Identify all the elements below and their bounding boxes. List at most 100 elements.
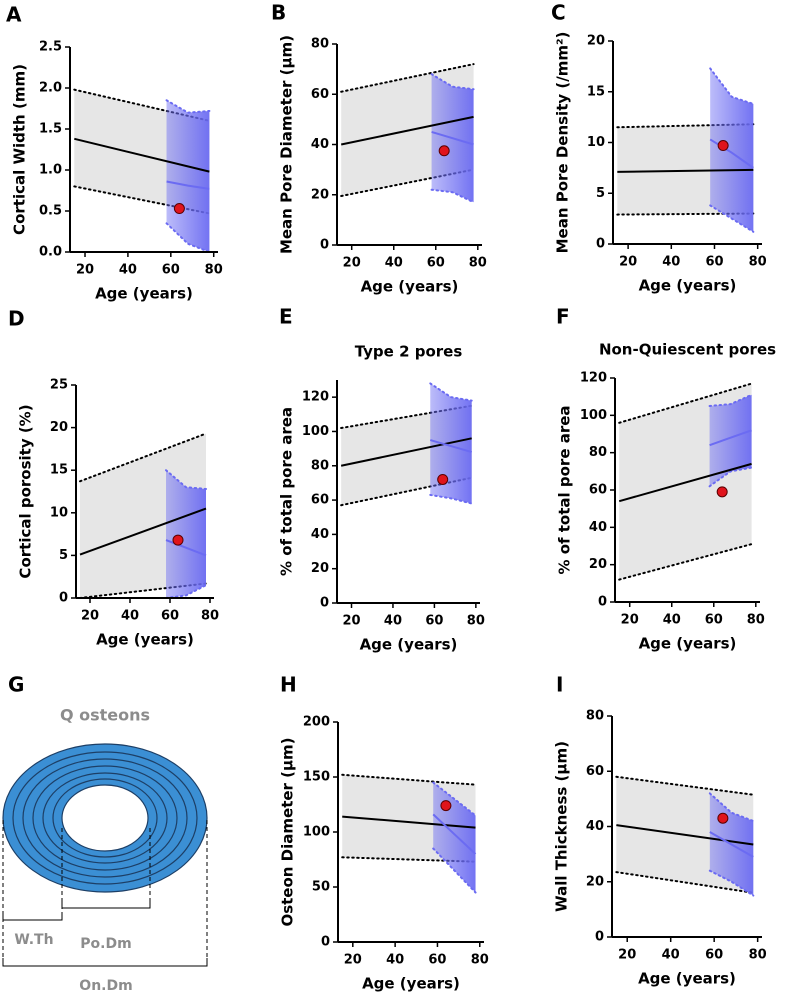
x-tick-label: 60 [705,948,723,963]
x-tick-label: 40 [386,953,404,968]
y-axis-label: Mean Pore Density (/mm²) [554,32,572,254]
x-tick-label: 20 [343,256,361,271]
patient-point [437,473,449,485]
y-tick-label: 80 [586,709,604,724]
y-tick-label: 5 [596,186,605,201]
patients-fit [431,130,474,146]
x-axis-label: Age (years) [95,285,193,303]
reference-fit [79,507,207,556]
y-tick-label: 40 [311,137,329,152]
reference-fit [617,168,754,173]
y-tick-label: 100 [302,424,329,439]
x-tick-label: 20 [76,263,94,278]
y-tick-label: 25 [50,378,68,393]
patient-point [173,203,185,215]
y-tick-label: 20 [311,187,329,202]
canal [61,784,149,852]
y-tick-label: 0 [598,595,607,610]
dimension-label: W.Th [14,932,53,948]
reference-bound [341,773,477,786]
reference-bound [615,871,755,894]
reference-fit [340,437,472,467]
reference-fit [342,815,476,829]
reference-bound [618,543,753,581]
y-tick-label: 0 [321,935,330,950]
x-tick-label: 60 [705,255,723,270]
x-axis-label: Age (years) [362,975,460,993]
reference-bound [618,382,753,424]
y-tick-label: 40 [586,819,604,834]
patients-band [710,68,754,232]
y-tick-label: 120 [302,390,329,405]
patients-bound [429,493,473,505]
osteon-diagram: G Q osteons W.Th Po.Dm On.Dm [2,673,208,994]
patients-fit [432,813,477,855]
x-tick-label: 60 [428,953,446,968]
chart-title: Type 2 pores [355,343,463,361]
panel-label: C [551,1,566,25]
panel-label: F [556,305,570,329]
x-axis-label: Age (years) [639,635,737,653]
patients-bound [432,847,477,894]
x-tick-label: 20 [342,614,360,629]
y-tick-label: 0 [320,596,329,611]
panel: I 0 20 40 60 80 20 40 60 80 Age (years) Wall Thickn… [553,673,767,988]
y-tick-label: 2.5 [39,40,62,55]
x-tick-label: 20 [81,609,99,624]
y-tick-label: 0 [595,930,604,945]
x-tick-label: 80 [469,256,487,271]
y-tick-label: 60 [589,483,607,498]
patients-bound [430,73,475,91]
patient-point [440,800,452,812]
panel-label: E [279,305,293,329]
y-tick-label: 20 [587,34,605,49]
panel: F Non-Quiescent pores 0 20 40 60 80 100 120 20 40 6… [556,305,777,653]
y-tick-label: 0 [596,237,605,252]
reference-fit [616,824,754,846]
y-tick-label: 200 [303,715,330,730]
panel-label: G [8,673,24,697]
x-tick-label: 60 [425,614,443,629]
dimension-label: On.Dm [79,978,132,994]
patients-band [166,470,206,598]
y-axis-label: % of total pore area [278,407,296,576]
y-axis-label: Cortical porosity (%) [17,404,35,578]
patients-bound [432,781,477,817]
panel: C 0 5 10 15 20 20 40 60 80 Age (years) Mean Pore De… [551,1,767,295]
x-tick-label: 80 [205,263,223,278]
reference-fit [74,137,210,173]
y-axis-label: Osteon Diameter (µm) [279,737,297,926]
y-tick-label: 150 [303,770,330,785]
patient-point [717,140,729,152]
patients-fit [429,439,472,454]
x-axis-label: Age (years) [360,636,458,654]
reference-fit [340,115,474,146]
reference-fit [618,462,752,503]
x-tick-label: 80 [467,614,485,629]
y-tick-label: 60 [586,764,604,779]
x-tick-label: 60 [161,609,179,624]
y-tick-label: 20 [311,561,329,576]
y-tick-label: 0.5 [39,204,62,219]
y-tick-label: 15 [50,463,68,478]
x-tick-label: 40 [385,256,403,271]
panel: H 0 50 100 150 200 20 40 60 80 Age (years) Osteon D… [279,673,489,993]
y-tick-label: 60 [311,493,329,508]
y-tick-label: 100 [303,825,330,840]
patients-fit [709,429,752,447]
x-axis-label: Age (years) [361,278,459,296]
patients-fit [165,539,207,557]
y-tick-label: 2.0 [39,81,62,96]
patients-bound [709,204,755,233]
panel-label: B [271,1,286,25]
x-tick-label: 80 [471,953,489,968]
patients-bound [708,393,753,407]
x-tick-label: 40 [662,948,680,963]
x-tick-label: 40 [384,614,402,629]
y-tick-label: 0.0 [39,245,62,260]
patients-bound [429,382,473,402]
panel: E Type 2 pores 0 20 40 60 80 100 120 20 40 60 80 Age … [278,305,485,654]
y-tick-label: 40 [311,527,329,542]
x-tick-label: 80 [201,609,219,624]
y-tick-label: 60 [311,87,329,102]
